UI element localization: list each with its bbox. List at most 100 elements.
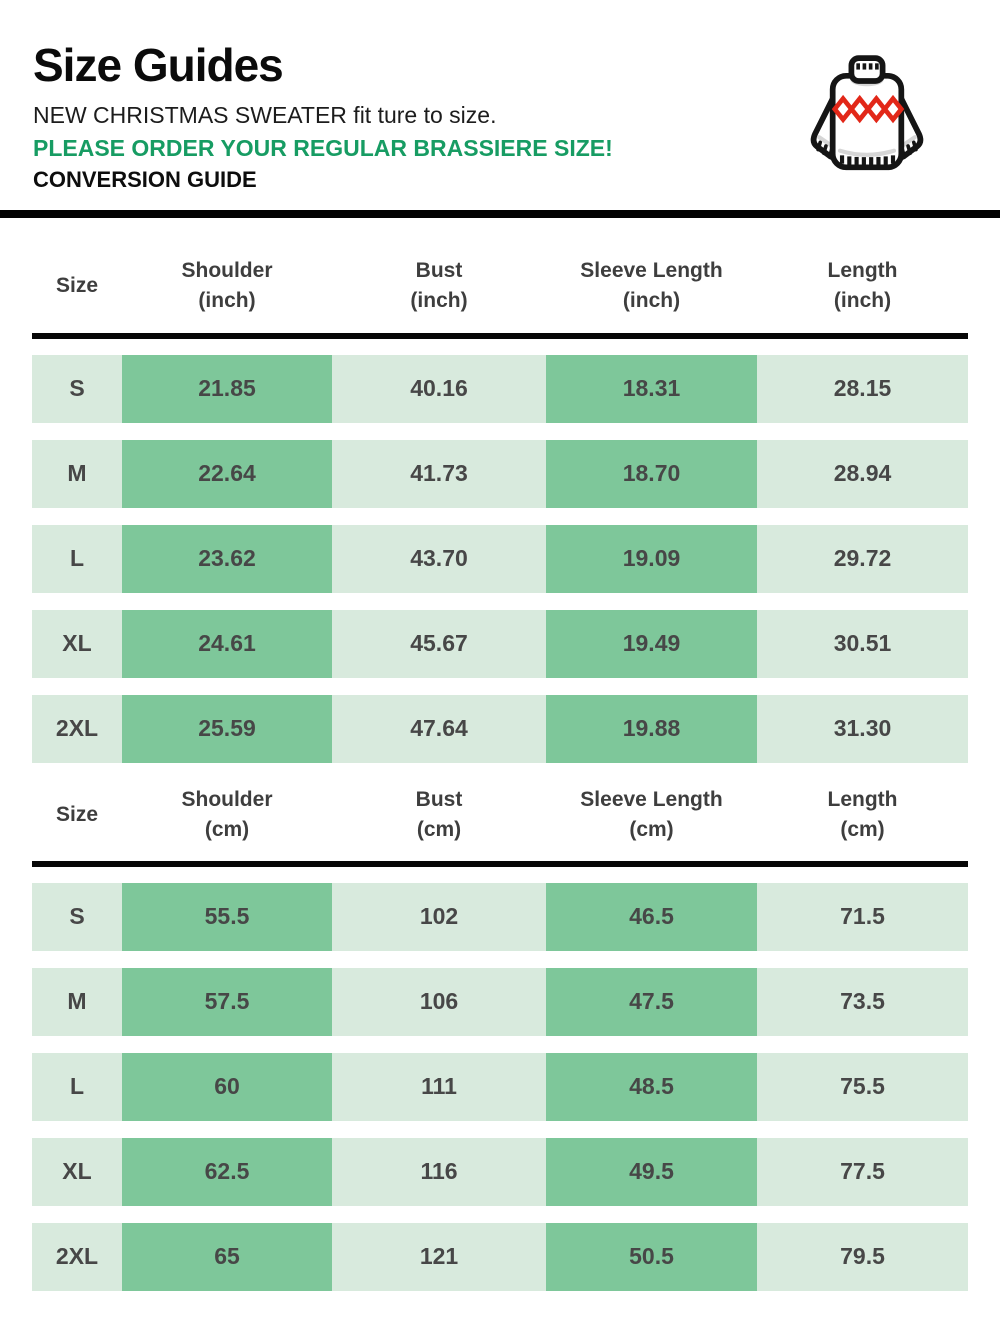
conversion-guide-label: CONVERSION GUIDE [33,167,257,193]
column-label: Shoulder [181,258,273,282]
measurement-value: 48.5 [546,1052,757,1121]
measurement-value: 49.5 [546,1137,757,1206]
order-size-note: PLEASE ORDER YOUR REGULAR BRASSIERE SIZE… [33,134,613,161]
column-header-length: Length (cm) [757,785,968,845]
column-label: Shoulder [181,787,273,811]
measurement-value: 77.5 [840,1158,885,1185]
size-row-s: S 21.85 40.16 18.31 28.15 [32,354,968,423]
measurement-value: 50.5 [546,1222,757,1291]
column-unit: (inch) [198,288,256,312]
size-row-xl: XL 62.5 116 49.5 77.5 [32,1137,968,1206]
size-row-m: M 57.5 106 47.5 73.5 [32,967,968,1036]
size-label: XL [62,1158,92,1185]
measurement-value: 73.5 [840,988,885,1015]
column-unit: (cm) [204,817,250,841]
size-label: 2XL [55,1243,99,1270]
column-header-sleeve-length: Sleeve Length (inch) [546,256,757,316]
measurement-value: 29.72 [833,545,892,572]
column-unit: (cm) [840,817,885,841]
measurement-value: 19.09 [546,524,757,593]
column-header-shoulder: Shoulder (inch) [122,256,332,316]
column-label: Sleeve Length [580,258,723,282]
column-label: Length [827,787,898,811]
measurement-value: 22.64 [122,439,332,508]
size-label: S [69,375,85,402]
measurement-value: 45.67 [410,630,468,657]
page-title: Size Guides [33,39,284,91]
size-label: S [69,903,85,930]
measurement-value: 41.73 [410,460,468,487]
measurement-value: 47.64 [410,715,468,742]
column-label: Length [827,258,898,282]
column-unit: (inch) [410,288,468,312]
size-row-m: M 22.64 41.73 18.70 28.94 [32,439,968,508]
size-label: M [67,460,87,487]
column-header-sleeve-length: Sleeve Length (cm) [546,785,757,845]
column-label: Bust [415,787,463,811]
column-header-bust: Bust (cm) [332,785,546,845]
measurement-value: 47.5 [546,967,757,1036]
size-table-inch: Size Shoulder (inch) Bust (inch) Sleeve Lengt… [0,256,1000,763]
column-unit: (cm) [416,817,462,841]
column-label: Size [55,802,99,826]
fit-note: NEW CHRISTMAS SWEATER fit ture to size. [33,102,497,128]
size-guide-page: Size Guides NEW CHRISTMAS SWEATER fit tu… [0,0,1000,1291]
measurement-value: 60 [122,1052,332,1121]
header-divider-bar [0,209,1000,218]
measurement-value: 102 [419,903,459,930]
column-unit: (cm) [629,817,674,841]
measurement-value: 106 [419,988,459,1015]
measurement-value: 23.62 [122,524,332,593]
size-row-l: L 60 111 48.5 75.5 [32,1052,968,1121]
table-divider [32,860,968,867]
measurement-value: 28.94 [833,460,892,487]
measurement-value: 31.30 [833,715,892,742]
measurement-value: 55.5 [122,882,332,951]
measurement-value: 40.16 [410,375,468,402]
measurement-value: 57.5 [122,967,332,1036]
table-divider [32,332,968,339]
measurement-value: 65 [122,1222,332,1291]
measurement-value: 19.88 [546,694,757,763]
column-unit: (inch) [622,288,681,312]
size-row-2xl: 2XL 65 121 50.5 79.5 [32,1222,968,1291]
column-label: Bust [415,258,463,282]
measurement-value: 79.5 [840,1243,885,1270]
measurement-value: 121 [419,1243,459,1270]
size-label: 2XL [55,715,99,742]
size-row-s: S 55.5 102 46.5 71.5 [32,882,968,951]
measurement-value: 71.5 [840,903,885,930]
measurement-value: 75.5 [840,1073,885,1100]
column-header-bust: Bust (inch) [332,256,546,316]
size-row-l: L 23.62 43.70 19.09 29.72 [32,524,968,593]
size-label: L [69,545,85,572]
measurement-value: 111 [421,1073,457,1100]
header: Size Guides NEW CHRISTMAS SWEATER fit tu… [0,0,1000,194]
measurement-value: 24.61 [122,609,332,678]
measurement-value: 30.51 [833,630,892,657]
table-header-row: Size Shoulder (cm) Bust (cm) Sleeve Length (cm… [32,785,968,845]
measurement-value: 21.85 [122,354,332,423]
size-label: XL [62,630,92,657]
measurement-value: 19.49 [546,609,757,678]
column-header-length: Length (inch) [757,256,968,316]
measurement-value: 18.70 [546,439,757,508]
measurement-value: 43.70 [410,545,468,572]
size-table-cm: Size Shoulder (cm) Bust (cm) Sleeve Length (cm… [0,785,1000,1291]
measurement-value: 46.5 [546,882,757,951]
size-label: L [69,1073,85,1100]
table-header-row: Size Shoulder (inch) Bust (inch) Sleeve Lengt… [32,256,968,316]
measurement-value: 25.59 [122,694,332,763]
christmas-sweater-icon [806,55,928,185]
measurement-value: 116 [420,1158,458,1185]
size-row-2xl: 2XL 25.59 47.64 19.88 31.30 [32,694,968,763]
size-label: M [67,988,87,1015]
column-label: Sleeve Length [580,787,723,811]
measurement-value: 62.5 [122,1137,332,1206]
size-row-xl: XL 24.61 45.67 19.49 30.51 [32,609,968,678]
column-unit: (inch) [833,288,892,312]
column-label: Size [55,273,99,297]
column-header-size: Size [32,256,122,316]
column-header-shoulder: Shoulder (cm) [122,785,332,845]
measurement-value: 18.31 [546,354,757,423]
